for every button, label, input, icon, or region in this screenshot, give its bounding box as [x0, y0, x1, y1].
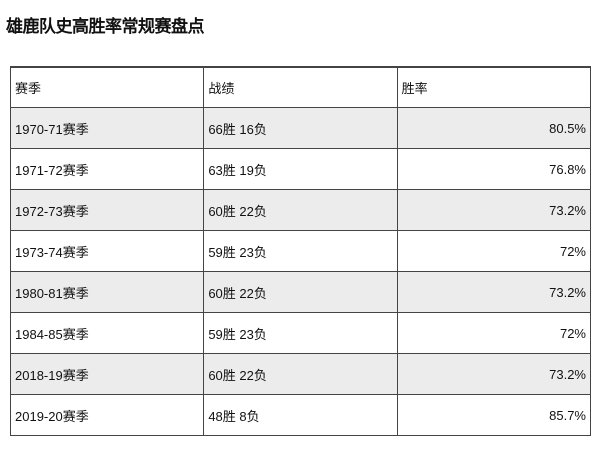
- cell-season: 1970-71赛季: [9, 107, 205, 149]
- cell-record: 66胜 16负: [203, 107, 398, 149]
- table-row: 2019-20赛季 48胜 8负 85.7%: [9, 394, 592, 436]
- header-record: 战绩: [203, 66, 398, 108]
- cell-win-rate: 73.2%: [396, 271, 592, 313]
- cell-win-rate: 73.2%: [396, 353, 592, 395]
- header-season: 赛季: [9, 66, 205, 108]
- cell-season: 1972-73赛季: [9, 189, 205, 231]
- cell-season: 2019-20赛季: [9, 394, 205, 436]
- cell-record: 60胜 22负: [203, 353, 398, 395]
- cell-record: 60胜 22负: [203, 271, 398, 313]
- cell-season: 1984-85赛季: [9, 312, 205, 354]
- cell-season: 1980-81赛季: [9, 271, 205, 313]
- cell-win-rate: 80.5%: [396, 107, 592, 149]
- cell-record: 59胜 23负: [203, 312, 398, 354]
- table-row: 1980-81赛季 60胜 22负 73.2%: [9, 271, 592, 313]
- cell-season: 1971-72赛季: [9, 148, 205, 190]
- win-rate-table: 赛季 战绩 胜率 1970-71赛季 66胜 16负 80.5% 1971-72赛季 6…: [9, 66, 592, 436]
- table-row: 1972-73赛季 60胜 22负 73.2%: [9, 189, 592, 231]
- header-win-rate: 胜率: [396, 66, 592, 108]
- cell-season: 1973-74赛季: [9, 230, 205, 272]
- page-title: 雄鹿队史高胜率常规赛盘点: [6, 17, 205, 37]
- table-row: 1984-85赛季 59胜 23负 72%: [9, 312, 592, 354]
- cell-record: 63胜 19负: [203, 148, 398, 190]
- cell-win-rate: 76.8%: [396, 148, 592, 190]
- cell-record: 59胜 23负: [203, 230, 398, 272]
- cell-win-rate: 85.7%: [396, 394, 592, 436]
- cell-season: 2018-19赛季: [9, 353, 205, 395]
- cell-record: 48胜 8负: [203, 394, 398, 436]
- table-row: 1971-72赛季 63胜 19负 76.8%: [9, 148, 592, 190]
- cell-record: 60胜 22负: [203, 189, 398, 231]
- cell-win-rate: 72%: [396, 230, 592, 272]
- table-row: 1970-71赛季 66胜 16负 80.5%: [9, 107, 592, 149]
- table-row: 2018-19赛季 60胜 22负 73.2%: [9, 353, 592, 395]
- cell-win-rate: 73.2%: [396, 189, 592, 231]
- table-header: 赛季 战绩 胜率: [9, 66, 592, 108]
- cell-win-rate: 72%: [396, 312, 592, 354]
- table-row: 1973-74赛季 59胜 23负 72%: [9, 230, 592, 272]
